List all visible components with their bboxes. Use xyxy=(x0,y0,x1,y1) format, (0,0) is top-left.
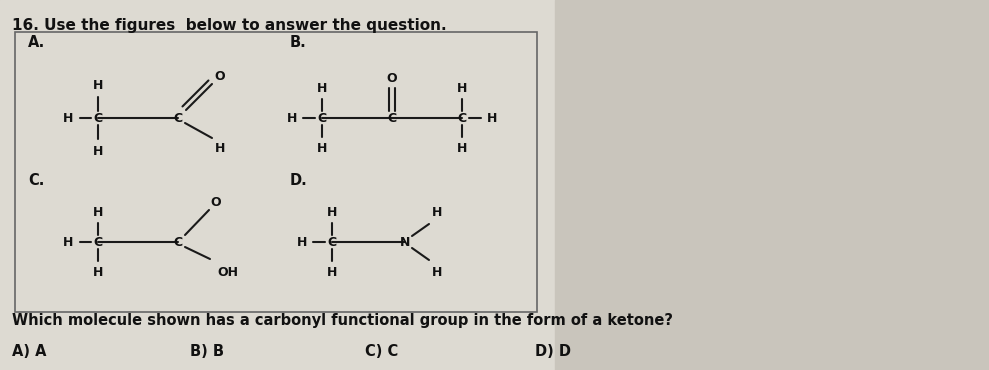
Text: C: C xyxy=(93,111,103,124)
Text: H: H xyxy=(457,141,467,155)
Text: H: H xyxy=(326,266,337,279)
Text: A.: A. xyxy=(28,34,45,50)
Text: H: H xyxy=(215,141,225,155)
Text: H: H xyxy=(287,111,297,124)
Text: 16. Use the figures  below to answer the question.: 16. Use the figures below to answer the … xyxy=(12,18,447,33)
Text: C: C xyxy=(317,111,326,124)
Text: O: O xyxy=(215,70,225,83)
Text: C: C xyxy=(173,111,183,124)
Text: D) D: D) D xyxy=(535,344,571,360)
Text: H: H xyxy=(93,78,103,91)
Text: H: H xyxy=(316,141,327,155)
Text: O: O xyxy=(211,195,222,209)
Text: N: N xyxy=(400,235,410,249)
Text: H: H xyxy=(487,111,497,124)
Text: H: H xyxy=(326,205,337,219)
Bar xyxy=(555,0,989,370)
Text: OH: OH xyxy=(218,266,238,279)
Text: H: H xyxy=(93,205,103,219)
Text: H: H xyxy=(297,235,308,249)
Bar xyxy=(0,0,555,370)
Text: H: H xyxy=(316,81,327,94)
Text: H: H xyxy=(457,81,467,94)
FancyBboxPatch shape xyxy=(15,32,537,312)
Text: D.: D. xyxy=(290,172,308,188)
Text: A) A: A) A xyxy=(12,344,46,360)
Text: C: C xyxy=(388,111,397,124)
Text: O: O xyxy=(387,71,398,84)
Text: C: C xyxy=(93,235,103,249)
Text: H: H xyxy=(432,266,442,279)
Text: Which molecule shown has a carbonyl functional group in the form of a ketone?: Which molecule shown has a carbonyl func… xyxy=(12,313,673,327)
Text: B.: B. xyxy=(290,34,307,50)
Text: H: H xyxy=(432,205,442,219)
Text: H: H xyxy=(93,266,103,279)
Text: C: C xyxy=(173,235,183,249)
Text: C: C xyxy=(327,235,336,249)
Text: C: C xyxy=(458,111,467,124)
Text: B) B: B) B xyxy=(190,344,224,360)
Text: C.: C. xyxy=(28,172,45,188)
Text: H: H xyxy=(63,111,73,124)
Text: C) C: C) C xyxy=(365,344,399,360)
Text: H: H xyxy=(63,235,73,249)
Text: H: H xyxy=(93,145,103,158)
